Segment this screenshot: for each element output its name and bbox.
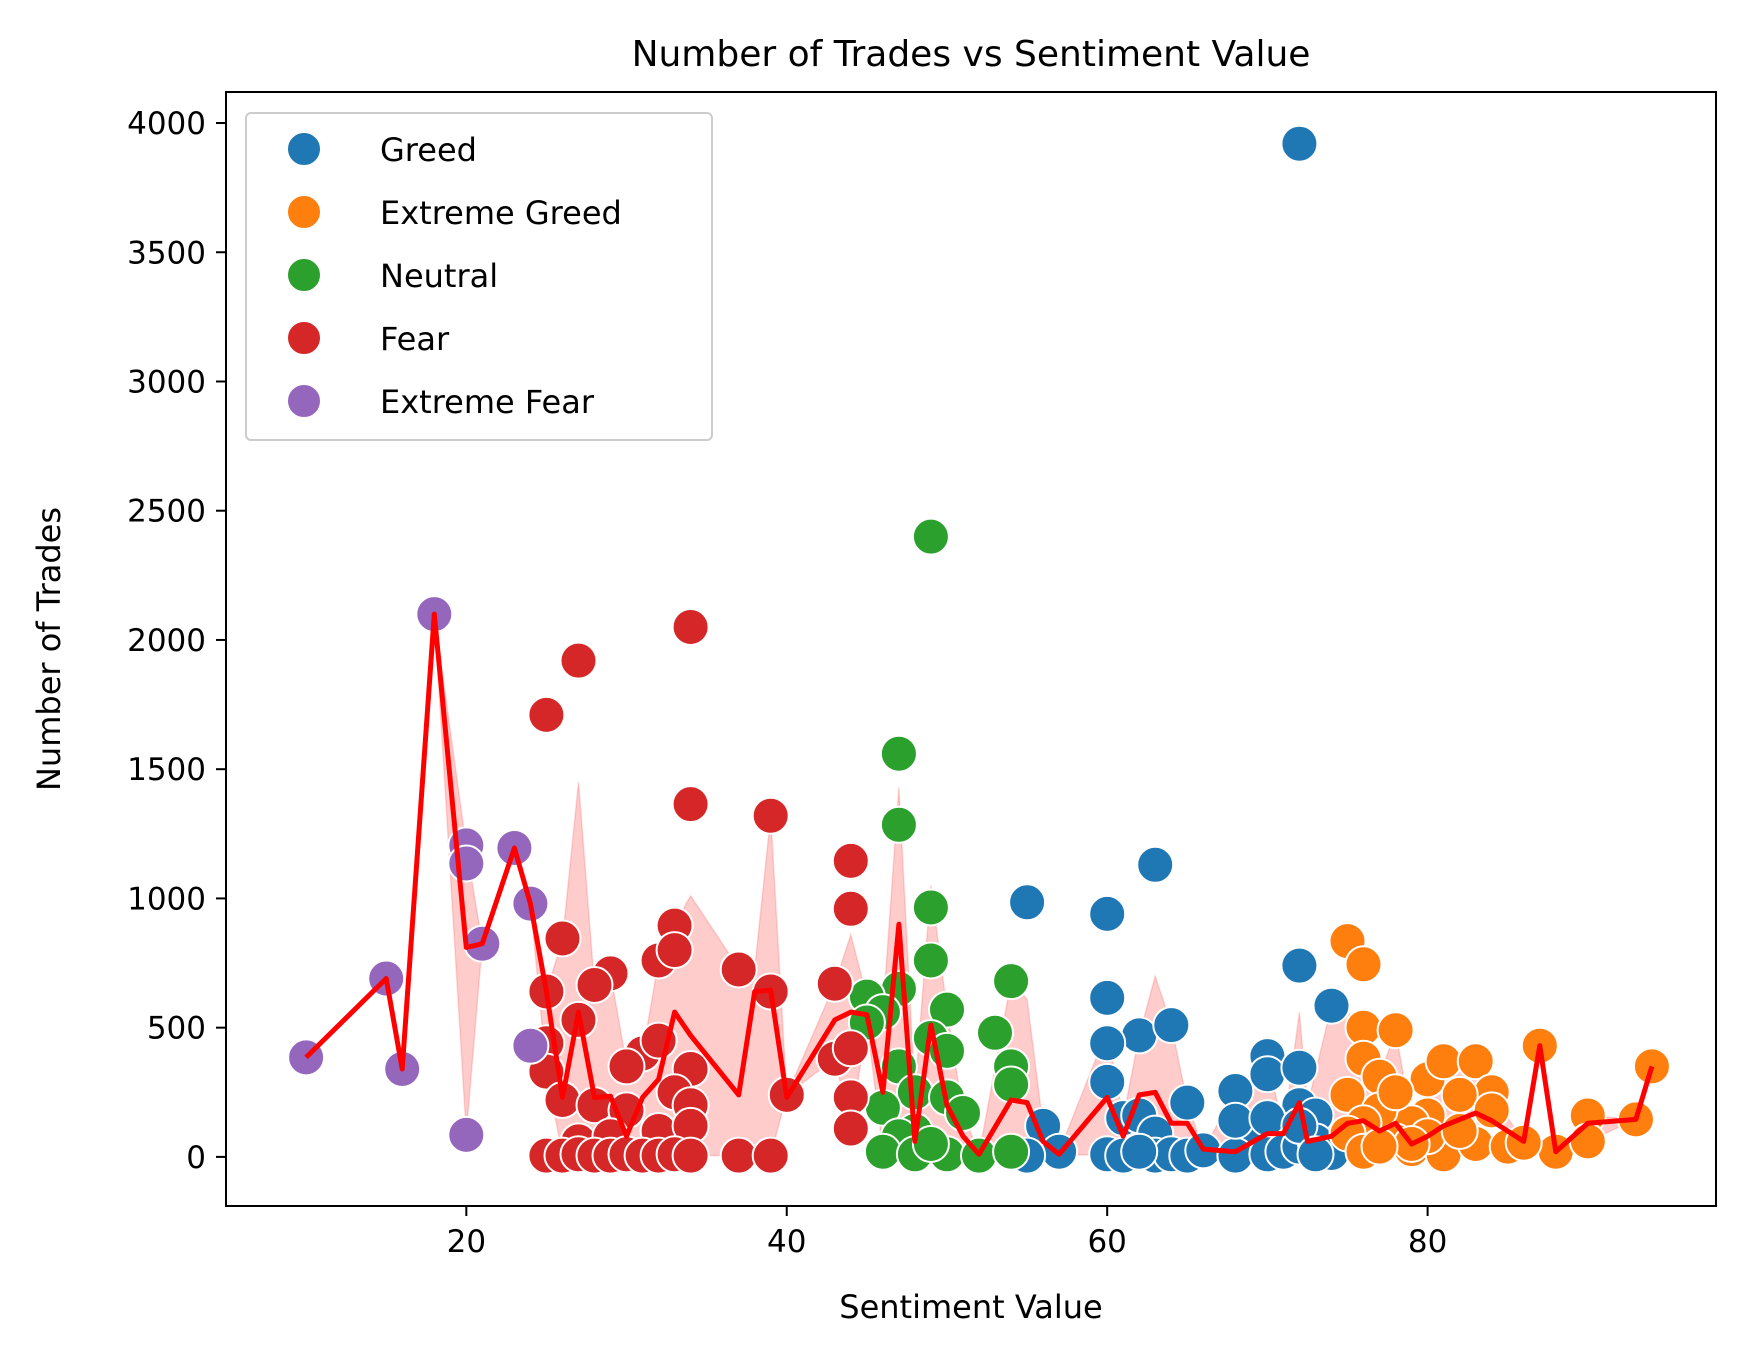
point-fear — [751, 1136, 790, 1175]
axes: 20 40 60 80 0 500 1000 1500 2000 2500 3000 3500 4000 — [127, 106, 1447, 1260]
plot-area — [287, 124, 1671, 1175]
point-greed — [1216, 1101, 1255, 1140]
point-greed — [1280, 1048, 1319, 1087]
point-greed — [1088, 1024, 1127, 1063]
point-neutral — [992, 1132, 1031, 1171]
point-greed — [1152, 1006, 1191, 1045]
point-greed — [1008, 883, 1047, 922]
legend-marker-extreme-greed — [286, 194, 322, 230]
x-tick-label: 80 — [1408, 1224, 1447, 1260]
point-fear — [831, 841, 870, 880]
legend-label-extreme-greed: Extreme Greed — [380, 194, 622, 232]
point-greed — [1088, 1062, 1127, 1101]
y-tick-label: 1000 — [127, 881, 206, 917]
legend-label-fear: Fear — [380, 320, 450, 358]
point-greed — [1280, 946, 1319, 985]
point-greed — [1120, 1132, 1159, 1171]
point-fear — [655, 931, 694, 970]
y-tick-label: 4000 — [127, 106, 206, 142]
point-extreme-greed — [1376, 1011, 1415, 1050]
point-fear — [719, 950, 758, 989]
point-extreme-greed — [1360, 1127, 1399, 1166]
point-extreme-fear — [447, 1115, 486, 1154]
point-greed — [1120, 1016, 1159, 1055]
point-fear — [815, 964, 854, 1003]
point-greed — [1248, 1055, 1287, 1094]
point-neutral — [911, 517, 950, 556]
point-neutral — [911, 1125, 950, 1163]
point-neutral — [992, 1065, 1031, 1104]
point-extreme-greed — [1456, 1042, 1495, 1081]
legend-box — [245, 112, 713, 441]
y-tick-label: 3000 — [127, 364, 206, 400]
point-neutral — [863, 1132, 902, 1171]
point-fear — [527, 695, 566, 734]
point-greed — [1248, 1099, 1287, 1138]
y-tick-label: 1500 — [127, 752, 206, 788]
plot-content — [287, 124, 1671, 1175]
x-axis-label: Sentiment Value — [839, 1288, 1102, 1326]
point-fear — [543, 919, 582, 958]
chart-title: Number of Trades vs Sentiment Value — [632, 34, 1311, 75]
legend-label-extreme-fear: Extreme Fear — [380, 383, 595, 421]
point-neutral — [911, 941, 950, 980]
point-fear — [831, 1109, 870, 1148]
point-greed — [1088, 894, 1127, 933]
series-greed — [1008, 124, 1351, 1175]
y-tick-label: 2000 — [127, 623, 206, 659]
point-fear — [559, 641, 598, 680]
point-greed — [1088, 978, 1127, 1017]
point-neutral — [911, 888, 950, 927]
y-axis-label: Number of Trades — [30, 507, 68, 791]
legend-label-greed: Greed — [380, 131, 477, 169]
legend-marker-extreme-fear — [286, 383, 322, 419]
point-fear — [671, 608, 710, 646]
legend-marker-fear — [286, 320, 322, 356]
point-fear — [751, 796, 790, 835]
mean-line — [304, 611, 1655, 1157]
x-tick-label: 60 — [1087, 1224, 1126, 1260]
point-extreme-fear — [511, 1026, 550, 1065]
point-extreme-greed — [1568, 1122, 1607, 1161]
point-neutral — [992, 962, 1031, 1001]
y-tick-label: 2500 — [127, 494, 206, 530]
series-fear — [527, 608, 870, 1175]
legend-marker-neutral — [286, 257, 322, 293]
point-greed — [1312, 986, 1351, 1025]
point-greed — [1136, 845, 1175, 884]
point-neutral — [879, 734, 918, 773]
point-neutral — [976, 1013, 1014, 1052]
point-fear — [671, 785, 710, 824]
point-fear — [575, 966, 614, 1004]
point-fear — [719, 1136, 758, 1175]
legend-marker-greed — [286, 131, 322, 167]
point-greed — [1168, 1083, 1207, 1122]
y-tick-label: 3500 — [127, 235, 206, 271]
legend: Greed Extreme Greed Neutral Fear Extreme Fea… — [245, 112, 713, 441]
plot-frame — [225, 91, 1717, 1207]
point-extreme-greed — [1328, 1075, 1367, 1114]
point-greed — [1280, 124, 1319, 163]
point-fear — [831, 889, 870, 928]
point-fear — [671, 1136, 710, 1175]
point-neutral — [895, 1073, 934, 1112]
point-extreme-greed — [1424, 1042, 1463, 1081]
point-fear — [607, 1047, 646, 1086]
point-extreme-greed — [1440, 1075, 1479, 1114]
point-neutral — [928, 990, 966, 1029]
x-tick-label: 20 — [447, 1224, 486, 1260]
point-greed — [1296, 1135, 1335, 1174]
x-tick-label: 40 — [767, 1224, 806, 1260]
point-extreme-greed — [1344, 945, 1383, 984]
point-fear — [831, 1029, 870, 1068]
point-extreme-greed — [1472, 1091, 1511, 1130]
point-extreme-greed — [1376, 1073, 1415, 1112]
point-neutral — [879, 805, 918, 844]
y-tick-label: 500 — [147, 1011, 206, 1047]
legend-label-neutral: Neutral — [380, 257, 498, 295]
y-tick-label: 0 — [186, 1140, 206, 1176]
point-extreme-fear — [447, 844, 486, 883]
